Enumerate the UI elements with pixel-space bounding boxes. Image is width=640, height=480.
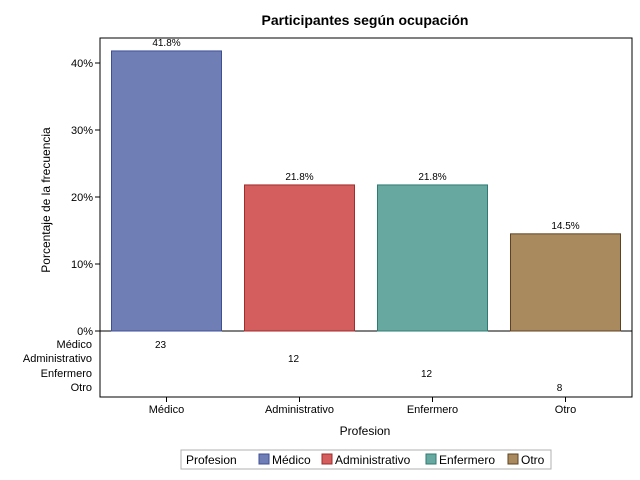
chart-title: Participantes según ocupación bbox=[262, 12, 469, 28]
count-row-label: Otro bbox=[71, 382, 92, 394]
y-tick-label: 0% bbox=[77, 326, 93, 338]
count-table: Médico 23 Administrativo 12 Enfermero 12 Otro 8 bbox=[23, 339, 563, 394]
legend-title: Profesion bbox=[186, 453, 237, 467]
y-axis: 0% 10% 20% 30% 40% bbox=[71, 58, 100, 338]
legend-swatch bbox=[321, 453, 333, 465]
x-axis: Médico Administrativo Enfermero Otro bbox=[149, 397, 576, 416]
bar-value-label: 14.5% bbox=[551, 221, 579, 232]
count-row-label: Administrativo bbox=[23, 353, 92, 365]
legend: Profesion Médico Administrativo Enfermero Ot… bbox=[180, 449, 552, 470]
count-value: 12 bbox=[421, 369, 433, 380]
count-row-label: Enfermero bbox=[41, 368, 92, 380]
legend-entry-label: Otro bbox=[521, 453, 545, 467]
legend-entry-label: Administrativo bbox=[335, 453, 411, 467]
bars bbox=[111, 50, 621, 332]
x-tick-label: Médico bbox=[149, 404, 184, 416]
legend-entry-label: Médico bbox=[272, 453, 311, 467]
bar-value-label: 41.8% bbox=[152, 38, 180, 49]
legend-swatch bbox=[258, 453, 270, 465]
legend-entry-label: Enfermero bbox=[439, 453, 495, 467]
x-tick-label: Otro bbox=[555, 404, 576, 416]
count-value: 12 bbox=[288, 354, 300, 365]
legend-swatch bbox=[425, 453, 437, 465]
count-value: 8 bbox=[557, 383, 563, 394]
bar-value-label: 21.8% bbox=[285, 172, 313, 183]
value-labels: 41.8% 21.8% 21.8% 14.5% bbox=[152, 38, 579, 232]
x-tick-label: Enfermero bbox=[407, 404, 458, 416]
y-tick-label: 10% bbox=[71, 259, 93, 271]
bar bbox=[244, 184, 355, 332]
count-value: 23 bbox=[155, 340, 167, 351]
y-tick-label: 40% bbox=[71, 58, 93, 70]
bar bbox=[377, 184, 488, 332]
y-tick-label: 30% bbox=[71, 125, 93, 137]
x-tick-label: Administrativo bbox=[265, 404, 334, 416]
bar bbox=[111, 50, 222, 332]
y-tick-label: 20% bbox=[71, 192, 93, 204]
count-row-label: Médico bbox=[57, 339, 92, 351]
bar bbox=[510, 233, 621, 332]
legend-swatch bbox=[507, 453, 519, 465]
plot-border bbox=[99, 37, 633, 398]
x-axis-label: Profesion bbox=[340, 424, 391, 438]
legend-box bbox=[180, 449, 552, 470]
y-axis-label: Porcentaje de la frecuencia bbox=[39, 127, 53, 273]
bar-value-label: 21.8% bbox=[418, 172, 446, 183]
